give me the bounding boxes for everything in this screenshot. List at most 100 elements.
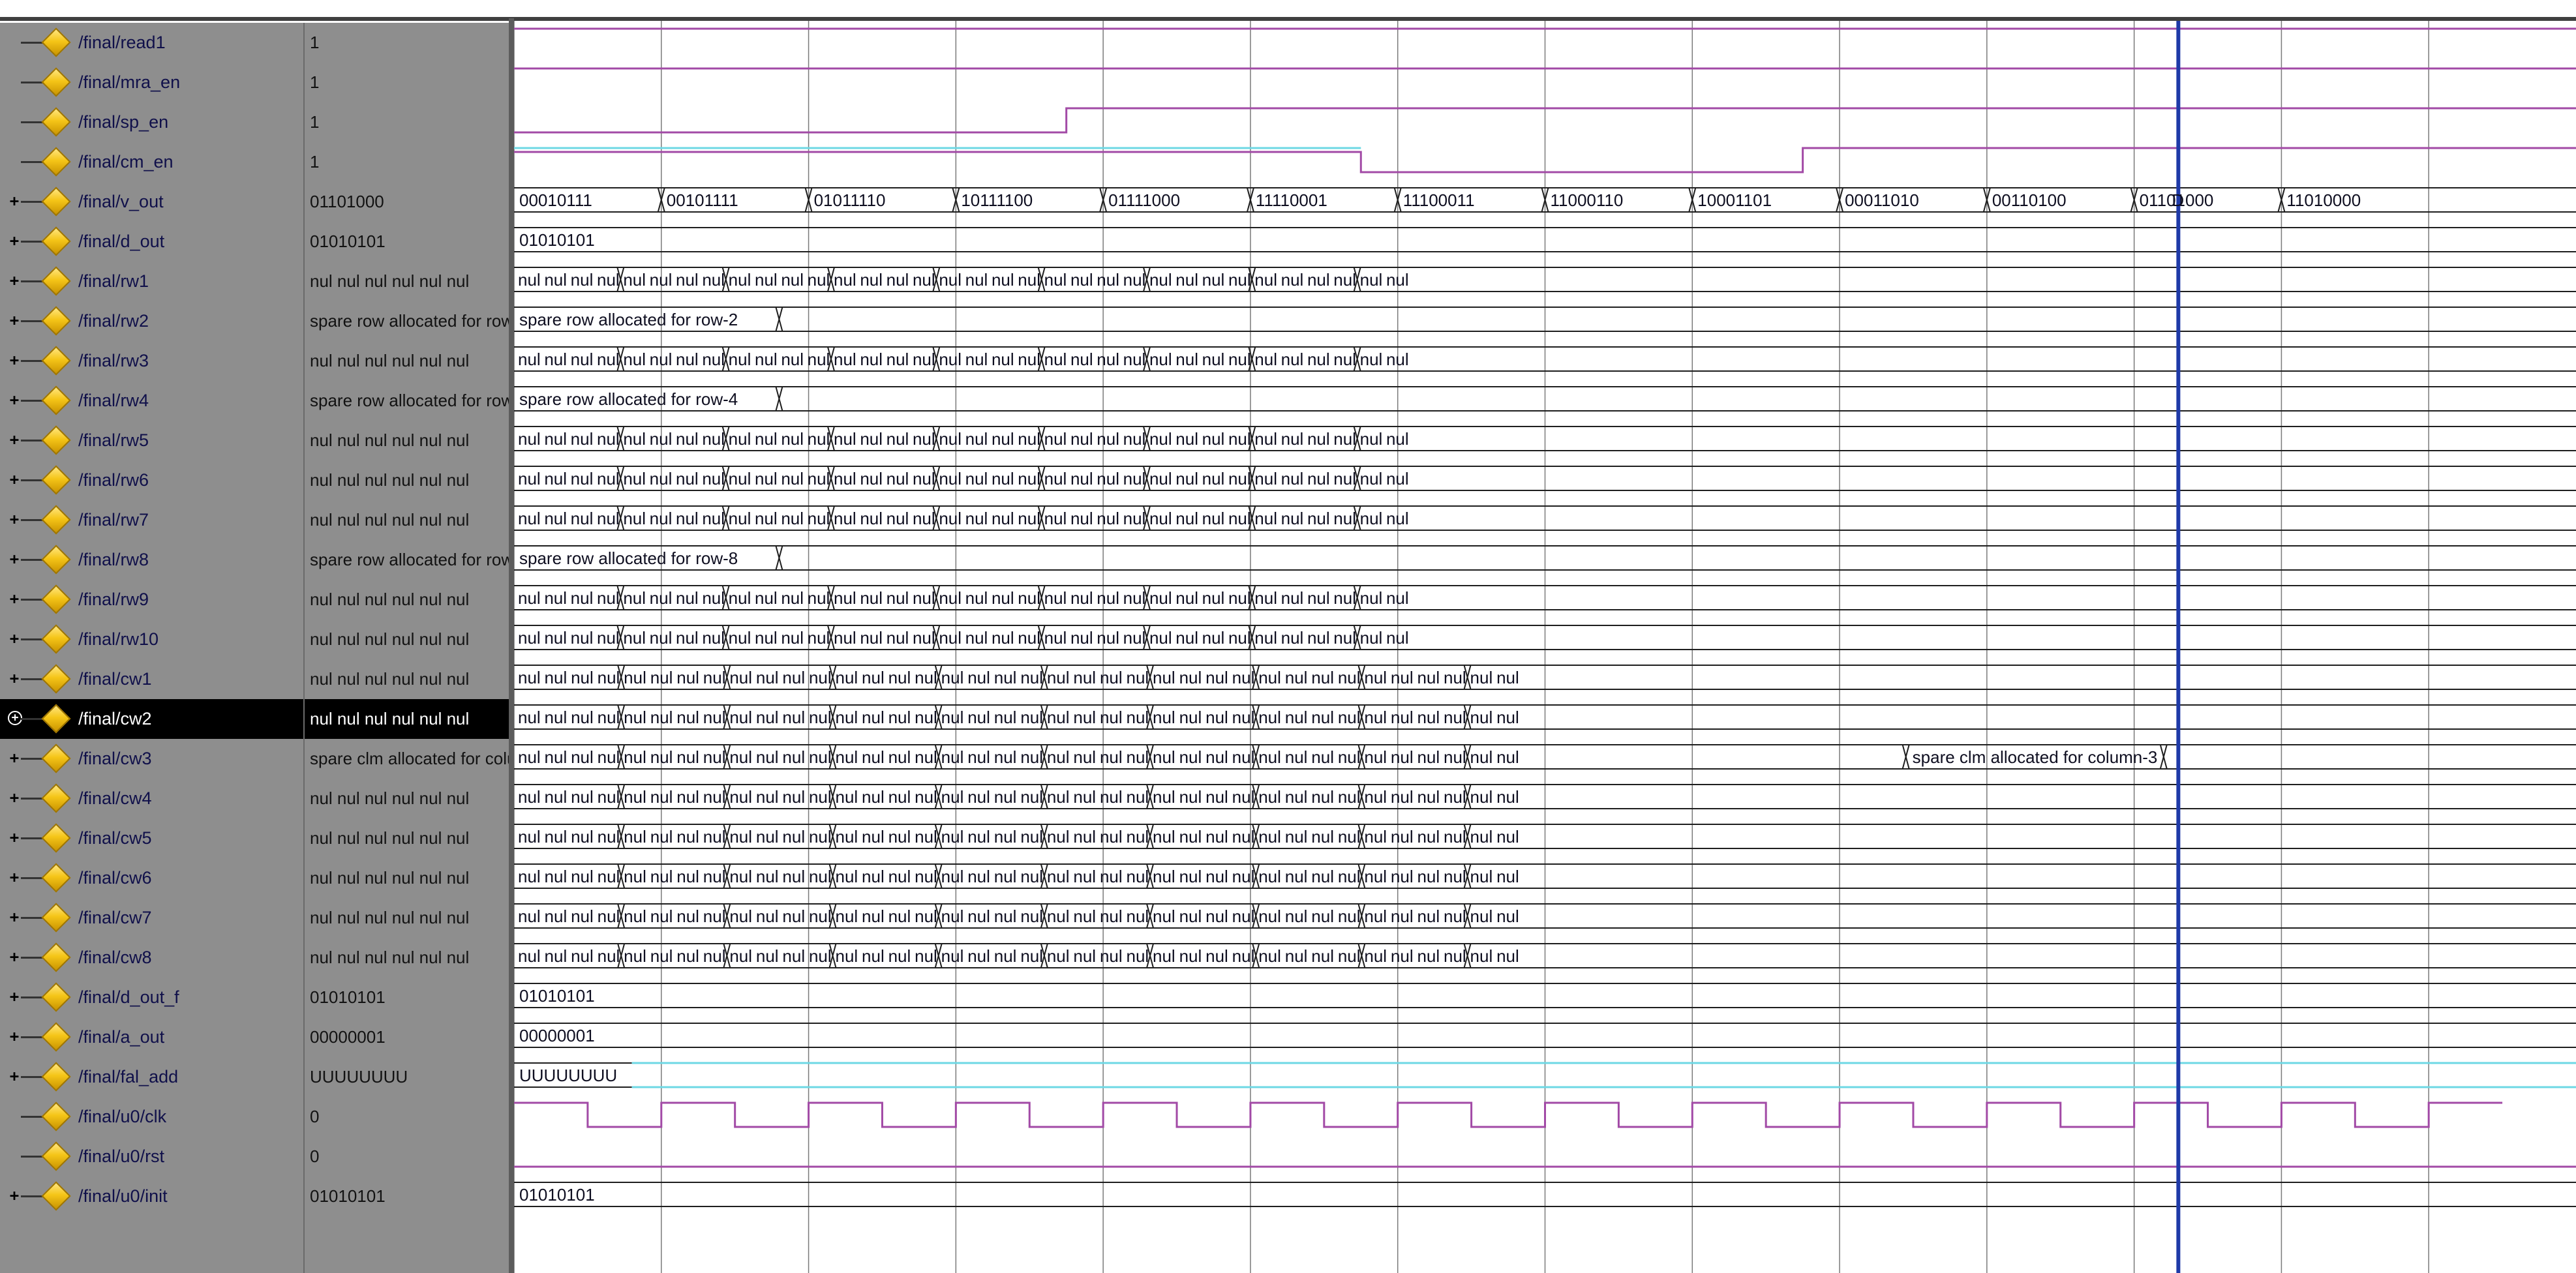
signal-row-rw8[interactable]: + /final/rw8 (0, 540, 303, 580)
nul-token: nul (544, 429, 567, 449)
pane-splitter[interactable] (509, 18, 514, 1273)
expand-icon[interactable]: + (9, 351, 20, 369)
value-row-cw7[interactable]: nul nul nul nul nul nul (305, 898, 510, 938)
wave-v-out: 00010111 00101111 01011110 10111100 01111000… (514, 187, 2576, 213)
signal-row-cw2[interactable]: + /final/cw2 (0, 699, 303, 739)
expand-icon[interactable]: + (9, 311, 20, 329)
expand-icon[interactable]: + (9, 868, 20, 886)
value-row-v-out[interactable]: 01101000 (305, 182, 510, 222)
signal-row-rw7[interactable]: + /final/rw7 (0, 500, 303, 540)
signal-name: /final/rw5 (78, 430, 149, 450)
value-row-sp-en[interactable]: 1 (305, 102, 510, 142)
value-row-cw1[interactable]: nul nul nul nul nul nul (305, 659, 510, 699)
expand-icon[interactable]: + (9, 232, 20, 250)
expand-icon[interactable]: + (9, 908, 20, 926)
value-row-rst[interactable]: 0 (305, 1137, 510, 1176)
value-row-init[interactable]: 01010101 (305, 1176, 510, 1216)
nul-token: nul (598, 946, 620, 966)
value-row-mra-en[interactable]: 1 (305, 63, 510, 102)
value-row-rw7[interactable]: nul nul nul nul nul nul (305, 500, 510, 540)
expand-icon[interactable]: + (8, 711, 22, 725)
signal-row-d-out-f[interactable]: + /final/d_out_f (0, 978, 303, 1017)
signal-row-init[interactable]: + /final/u0/init (0, 1176, 303, 1216)
signal-row-clk[interactable]: /final/u0/clk (0, 1097, 303, 1137)
signal-row-rw5[interactable]: + /final/rw5 (0, 421, 303, 460)
signal-row-read1[interactable]: /final/read1 (0, 23, 303, 63)
expand-icon[interactable]: + (9, 430, 20, 449)
waveform-pane[interactable]: 00010111 00101111 01011110 10111100 01111000… (514, 21, 2576, 1273)
value-row-rw6[interactable]: nul nul nul nul nul nul (305, 460, 510, 500)
nul-token: nul (992, 588, 1014, 608)
value-row-cw6[interactable]: nul nul nul nul nul nul (305, 858, 510, 898)
signal-row-cw4[interactable]: + /final/cw4 (0, 779, 303, 818)
nul-token: nul (1386, 429, 1409, 449)
value-row-fal-add[interactable]: UUUUUUUU (305, 1057, 510, 1097)
expand-icon[interactable]: + (9, 1027, 20, 1045)
value-row-a-out[interactable]: 00000001 (305, 1017, 510, 1057)
signal-row-v-out[interactable]: + /final/v_out (0, 182, 303, 222)
value-row-rw8[interactable]: spare row allocated for row-8 (305, 540, 510, 580)
value-row-clk[interactable]: 0 (305, 1097, 510, 1137)
signal-row-cw5[interactable]: + /final/cw5 (0, 818, 303, 858)
signal-row-cw8[interactable]: + /final/cw8 (0, 938, 303, 978)
signal-row-sp-en[interactable]: /final/sp_en (0, 102, 303, 142)
expand-icon[interactable]: + (9, 1186, 20, 1205)
expand-icon[interactable]: + (9, 1067, 20, 1085)
value-row-d-out[interactable]: 01010101 (305, 222, 510, 262)
signal-value-pane[interactable]: 1 1 1 1 01101000 01010101 nul nul nul nul nul … (303, 23, 510, 1273)
signal-row-rst[interactable]: /final/u0/rst (0, 1137, 303, 1176)
value-row-read1[interactable]: 1 (305, 23, 510, 63)
nul-token: nul (860, 469, 883, 488)
signal-row-cm-en[interactable]: /final/cm_en (0, 142, 303, 182)
signal-row-cw1[interactable]: + /final/cw1 (0, 659, 303, 699)
expand-icon[interactable]: + (9, 550, 20, 568)
signal-row-rw4[interactable]: + /final/rw4 (0, 381, 303, 421)
value-row-rw4[interactable]: spare row allocated for row-4 (305, 381, 510, 421)
signal-row-rw3[interactable]: + /final/rw3 (0, 341, 303, 381)
expand-icon[interactable]: + (9, 948, 20, 966)
expand-icon[interactable]: + (9, 271, 20, 290)
nul-token: nul (860, 509, 883, 528)
signal-row-fal-add[interactable]: + /final/fal_add (0, 1057, 303, 1097)
expand-icon[interactable]: + (9, 788, 20, 807)
expand-icon[interactable]: + (9, 828, 20, 846)
value-row-rw3[interactable]: nul nul nul nul nul nul (305, 341, 510, 381)
signal-row-mra-en[interactable]: /final/mra_en (0, 63, 303, 102)
expand-icon[interactable]: + (9, 391, 20, 409)
value-row-cw4[interactable]: nul nul nul nul nul nul (305, 779, 510, 818)
value-row-cm-en[interactable]: 1 (305, 142, 510, 182)
expand-icon[interactable]: + (9, 510, 20, 528)
value-row-rw2[interactable]: spare row allocated for row-2 (305, 301, 510, 341)
value-row-d-out-f[interactable]: 01010101 (305, 978, 510, 1017)
expand-icon[interactable]: + (9, 987, 20, 1006)
signal-row-a-out[interactable]: + /final/a_out (0, 1017, 303, 1057)
signal-row-rw6[interactable]: + /final/rw6 (0, 460, 303, 500)
signal-row-cw6[interactable]: + /final/cw6 (0, 858, 303, 898)
expand-icon[interactable]: + (9, 629, 20, 648)
value-row-cw8[interactable]: nul nul nul nul nul nul (305, 938, 510, 978)
signal-row-cw7[interactable]: + /final/cw7 (0, 898, 303, 938)
signal-row-rw9[interactable]: + /final/rw9 (0, 580, 303, 620)
value-row-cw5[interactable]: nul nul nul nul nul nul (305, 818, 510, 858)
signal-row-rw10[interactable]: + /final/rw10 (0, 620, 303, 659)
expand-icon[interactable]: + (9, 470, 20, 488)
value-row-rw9[interactable]: nul nul nul nul nul nul (305, 580, 510, 620)
value-row-rw10[interactable]: nul nul nul nul nul nul (305, 620, 510, 659)
expand-icon[interactable]: + (9, 590, 20, 608)
bus-transition (1146, 863, 1154, 889)
expand-icon[interactable]: + (9, 192, 20, 210)
expand-icon[interactable]: + (9, 749, 20, 767)
signal-row-d-out[interactable]: + /final/d_out (0, 222, 303, 262)
nul-token: nul (1444, 946, 1466, 966)
expand-icon[interactable]: + (9, 669, 20, 687)
nul-token: nul (623, 350, 646, 369)
value-row-cw3[interactable]: spare clm allocated for column-3 (305, 739, 510, 779)
signal-row-rw1[interactable]: + /final/rw1 (0, 262, 303, 301)
value-row-cw2[interactable]: nul nul nul nul nul nul (305, 699, 510, 739)
nul-token: nul (571, 946, 594, 966)
signal-row-rw2[interactable]: + /final/rw2 (0, 301, 303, 341)
value-row-rw1[interactable]: nul nul nul nul nul nul (305, 262, 510, 301)
signal-name-pane[interactable]: /final/read1/final/mra_en/final/sp_en/fi… (0, 23, 303, 1273)
signal-row-cw3[interactable]: + /final/cw3 (0, 739, 303, 779)
value-row-rw5[interactable]: nul nul nul nul nul nul (305, 421, 510, 460)
